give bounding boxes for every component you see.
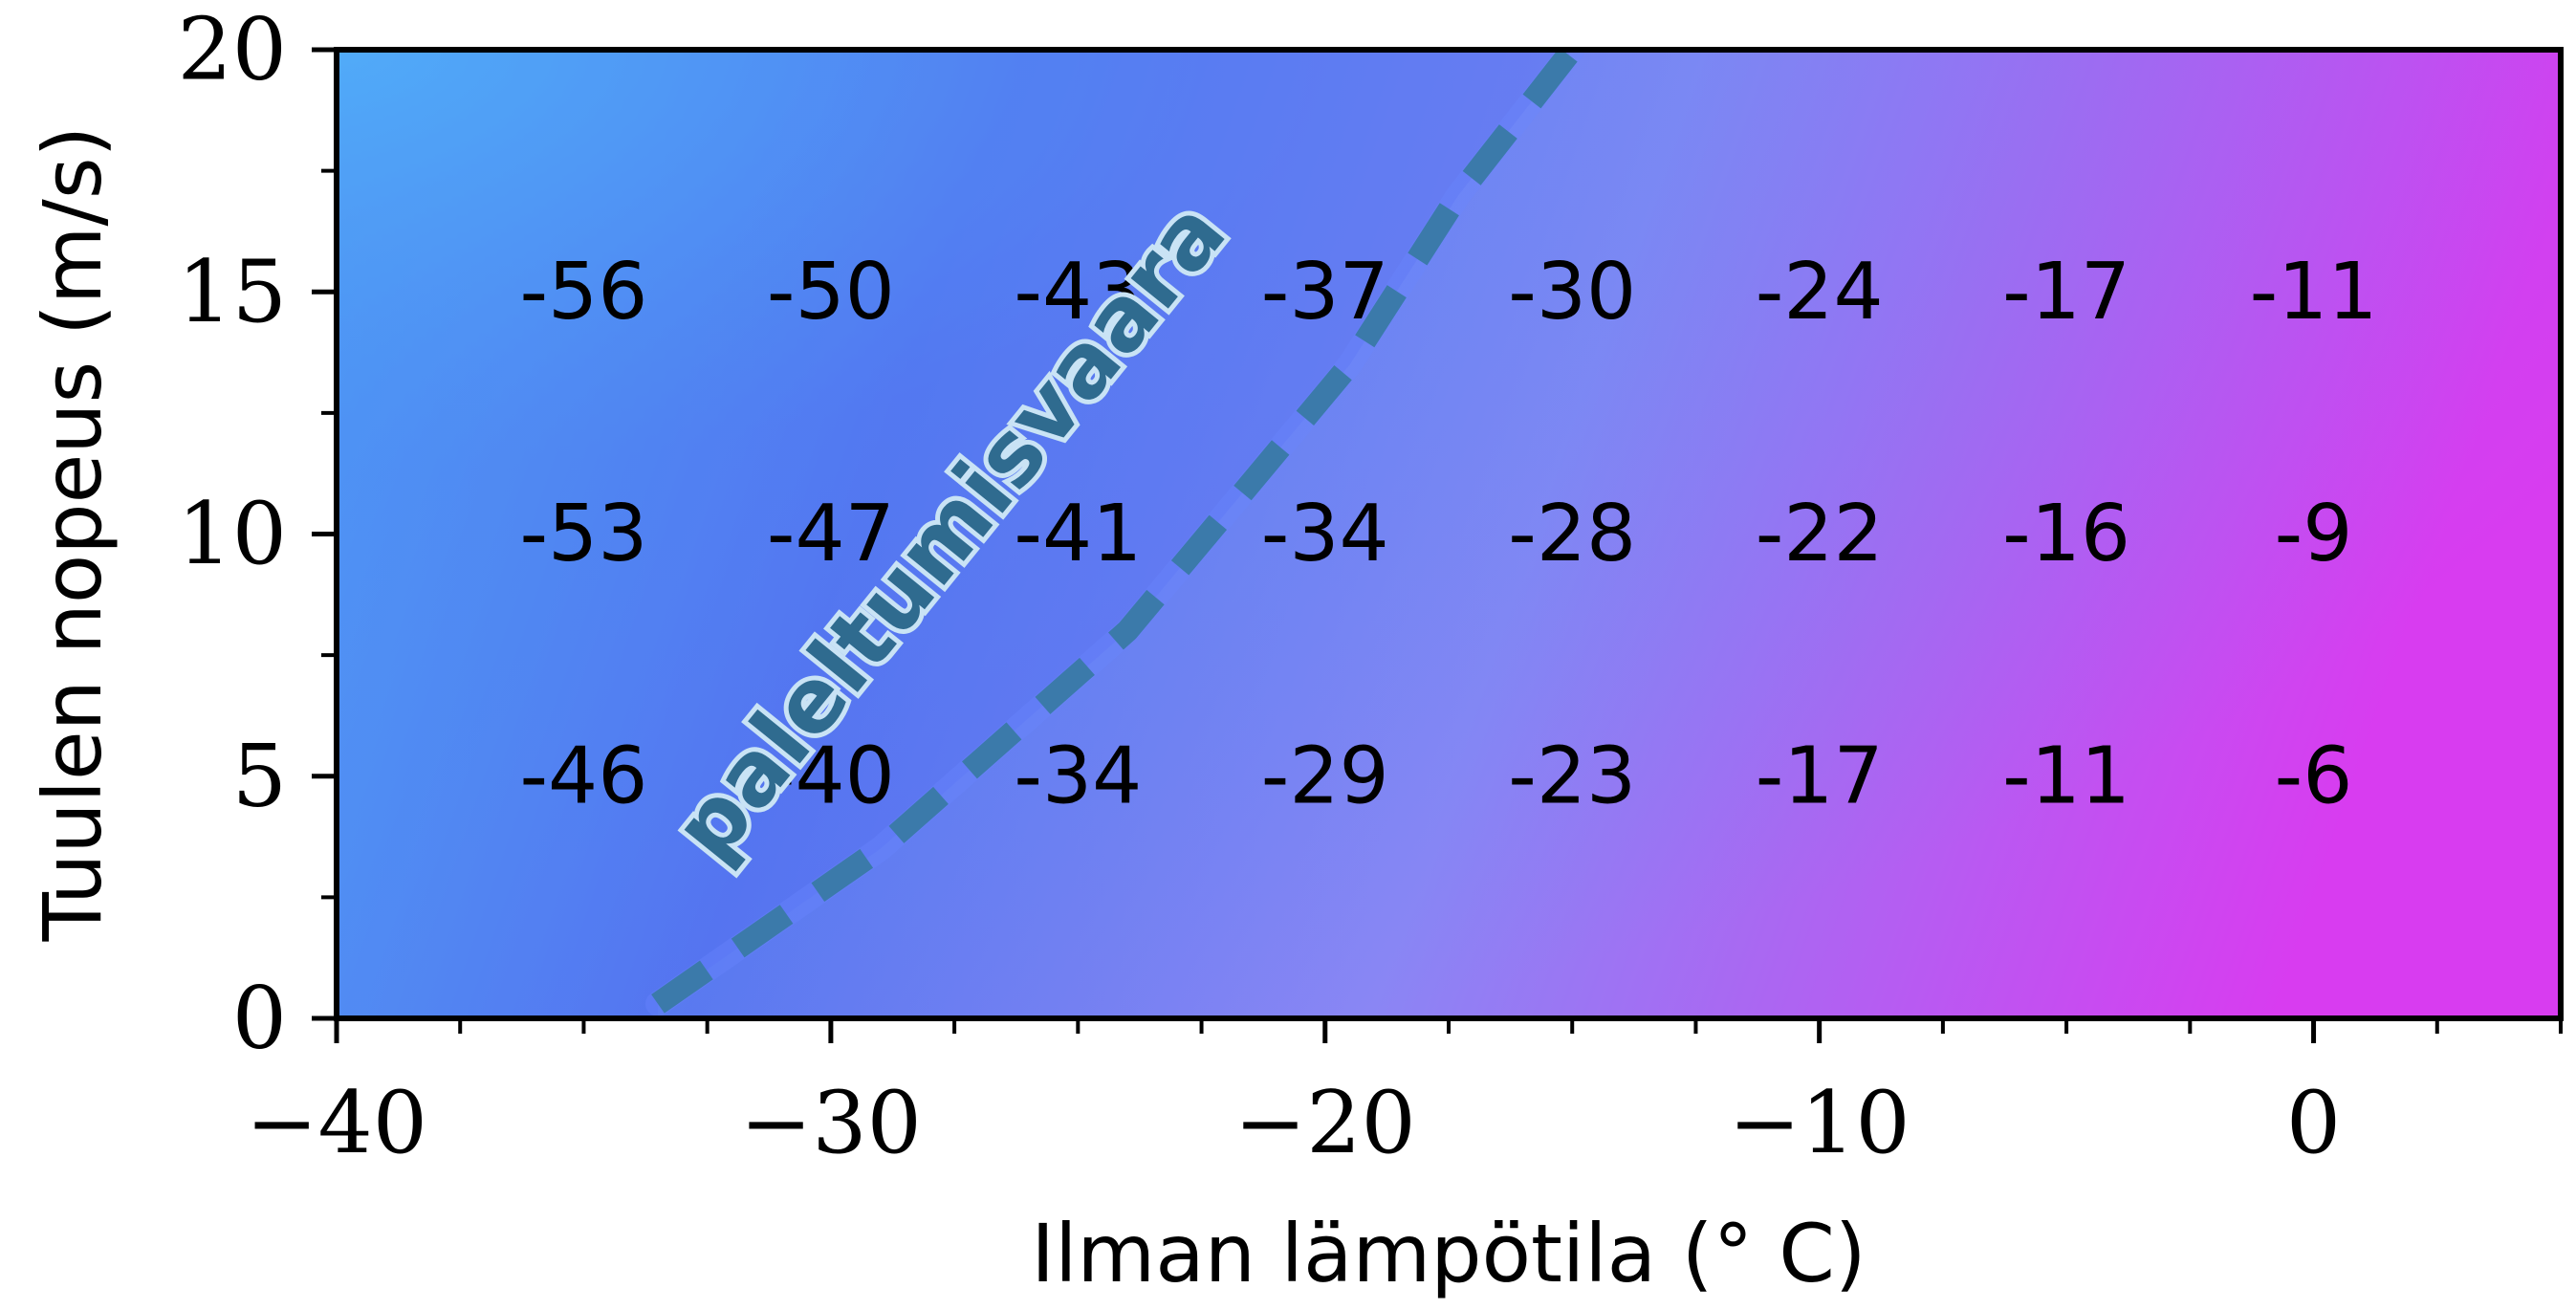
cell-value-label: -47 xyxy=(767,489,895,579)
plot-area: -56 -50 -43 -37 -30 -24 -17 -11 -53 -47 -41 -34 -28 -… xyxy=(337,50,2561,1018)
cell-value-label: -6 xyxy=(2275,731,2353,821)
y-axis-ticks: 0 5 10 15 20 xyxy=(177,0,337,1069)
cell-value-label: -43 xyxy=(1014,247,1142,338)
cell-value-label: -41 xyxy=(1014,489,1142,579)
danger-zone-area xyxy=(337,50,1573,1018)
x-tick-label: −10 xyxy=(1729,1073,1910,1173)
x-axis-ticks: −40 −30 −20 −10 0 xyxy=(246,1018,2563,1173)
danger-zone-shading xyxy=(337,50,1573,1018)
y-tick-label: 10 xyxy=(177,484,287,584)
x-tick-label: −30 xyxy=(740,1073,922,1173)
cell-value-label: -34 xyxy=(1014,731,1142,821)
cell-value-label: -46 xyxy=(519,731,647,821)
cell-value-label: -40 xyxy=(767,731,895,821)
cell-value-label: -23 xyxy=(1508,731,1636,821)
y-tick-label: 20 xyxy=(177,0,287,100)
cell-value-label: -11 xyxy=(2250,247,2378,338)
cell-value-label: -30 xyxy=(1508,247,1636,338)
cell-value-label: -17 xyxy=(1756,731,1884,821)
x-tick-label: −40 xyxy=(246,1073,427,1173)
cell-label-group: -56 -50 -43 -37 -30 -24 -17 -11 -53 -47 -41 -34 -28 -… xyxy=(519,247,2377,822)
cell-value-label: -24 xyxy=(1756,247,1884,338)
cell-value-label: -28 xyxy=(1508,489,1636,579)
cell-value-label: -56 xyxy=(519,247,647,338)
y-tick-label: 5 xyxy=(232,726,287,826)
cell-value-label: -16 xyxy=(2002,489,2130,579)
cell-value-label: -34 xyxy=(1261,489,1389,579)
y-axis-label: Tuulen nopeus (m/s) xyxy=(26,126,120,943)
cell-value-label: -22 xyxy=(1756,489,1884,579)
threshold-line xyxy=(651,50,1582,1014)
cell-value-label: -17 xyxy=(2002,247,2130,338)
y-tick-label: 15 xyxy=(177,242,287,342)
x-tick-label: −20 xyxy=(1234,1073,1416,1173)
x-axis-label: Ilman lämpötila (° C) xyxy=(1031,1207,1866,1300)
threshold-line-group xyxy=(644,50,1585,1016)
cell-value-label: -11 xyxy=(2002,731,2130,821)
axes: −40 −30 −20 −10 0 0 5 10 15 20 xyxy=(177,0,2564,1173)
cell-value-label: -50 xyxy=(767,247,895,338)
cell-value-label: -29 xyxy=(1261,731,1389,821)
cell-value-label: -37 xyxy=(1261,247,1389,338)
x-tick-label: 0 xyxy=(2286,1073,2341,1173)
y-tick-label: 0 xyxy=(232,969,287,1069)
cell-value-label: -9 xyxy=(2275,489,2353,579)
cell-value-label: -53 xyxy=(519,489,647,579)
